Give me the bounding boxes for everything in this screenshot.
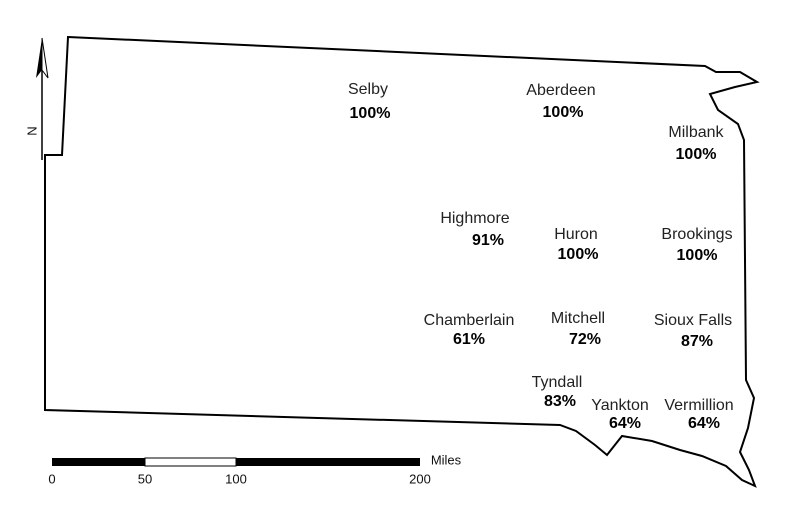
- scale-segment: [144, 457, 237, 467]
- city-name: Yankton: [591, 397, 649, 414]
- scale-tick-label: 0: [48, 471, 55, 486]
- city-value: 64%: [688, 415, 720, 432]
- city-value: 83%: [544, 393, 576, 410]
- scale-tick-label: 50: [138, 471, 152, 486]
- city-name: Sioux Falls: [654, 312, 732, 329]
- city-name: Brookings: [661, 226, 732, 243]
- city-value: 100%: [350, 105, 391, 122]
- city-name: Vermillion: [664, 397, 733, 414]
- city-value: 61%: [453, 331, 485, 348]
- city-value: 100%: [558, 246, 599, 263]
- city-name: Tyndall: [532, 374, 583, 391]
- scale-segment: [236, 458, 420, 466]
- city-name: Highmore: [440, 210, 509, 227]
- state-outline: [44, 35, 760, 488]
- city-value: 91%: [472, 232, 504, 249]
- city-value: 64%: [609, 415, 641, 432]
- city-name: Aberdeen: [526, 82, 595, 99]
- north-arrow-head-half: [41, 37, 49, 79]
- city-value: 100%: [543, 104, 584, 121]
- city-value: 100%: [676, 146, 717, 163]
- north-label: N: [24, 126, 39, 135]
- city-name: Chamberlain: [424, 312, 515, 329]
- city-value: 87%: [681, 333, 713, 350]
- city-name: Huron: [554, 226, 598, 243]
- scale-tick-label: 200: [409, 471, 431, 486]
- scale-unit: Miles: [431, 452, 462, 467]
- city-value: 72%: [569, 331, 601, 348]
- scale-tick-label: 100: [225, 471, 247, 486]
- city-value: 100%: [677, 247, 718, 264]
- city-name: Selby: [348, 81, 388, 98]
- north-arrow-head: [36, 38, 42, 78]
- scale-segment: [52, 458, 145, 466]
- city-name: Mitchell: [551, 310, 605, 327]
- city-name: Milbank: [668, 124, 724, 141]
